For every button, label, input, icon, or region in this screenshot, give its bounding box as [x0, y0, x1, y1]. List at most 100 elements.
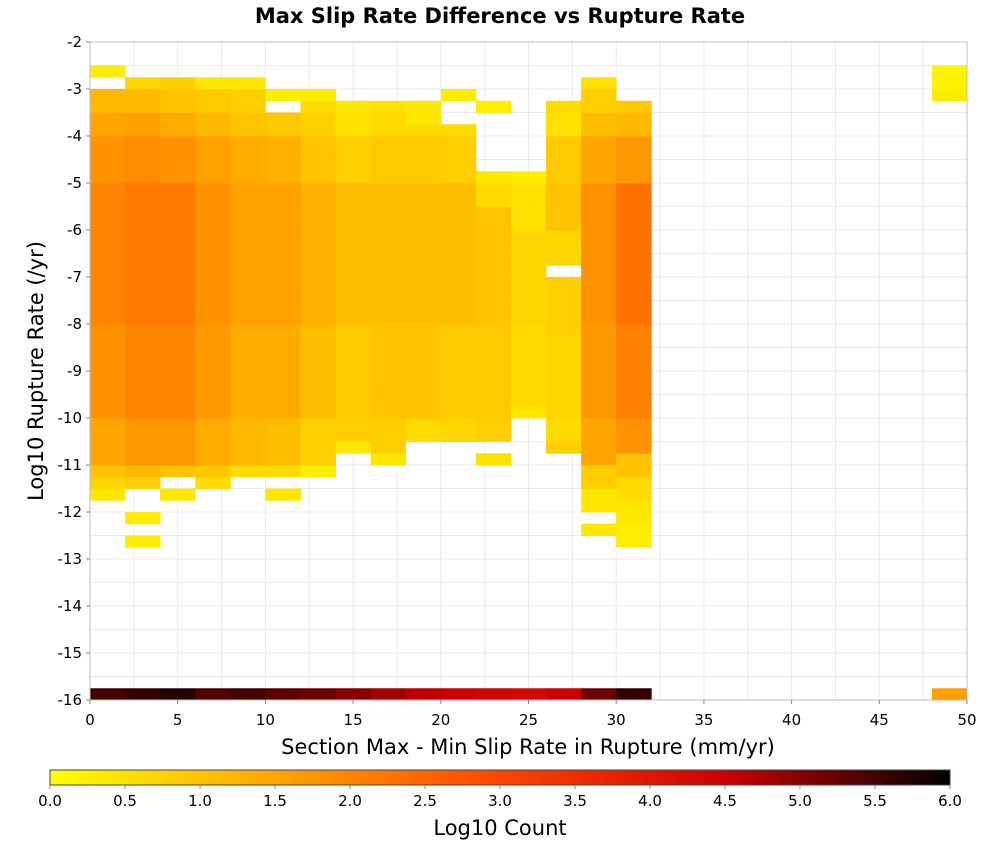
heatmap-cell	[265, 382, 301, 395]
heatmap-cell	[405, 265, 442, 278]
heatmap-cell	[440, 312, 477, 325]
heatmap-cell	[195, 312, 231, 325]
heatmap-cell	[125, 441, 161, 454]
heatmap-cell	[581, 147, 617, 160]
heatmap-cell	[335, 100, 372, 113]
heatmap-cell	[300, 124, 336, 137]
heatmap-cell	[581, 288, 617, 301]
heatmap-cell	[546, 112, 582, 125]
heatmap-cell	[581, 183, 617, 196]
heatmap-cell	[300, 183, 336, 196]
y-axis-label: Log10 Rupture Rate (/yr)	[24, 241, 48, 501]
heatmap-cell	[195, 453, 231, 466]
heatmap-cell	[510, 312, 547, 325]
heatmap-cell	[230, 241, 266, 254]
heatmap-cell	[160, 159, 196, 172]
heatmap-cell	[440, 300, 477, 313]
heatmap-cell	[440, 418, 477, 431]
heatmap-cell	[160, 488, 196, 501]
heatmap-cell	[581, 89, 617, 102]
heatmap-cell	[581, 371, 617, 384]
heatmap-cell	[230, 277, 266, 290]
heatmap-cell	[440, 183, 477, 196]
heatmap-cell	[405, 335, 442, 348]
heatmap-cell	[125, 124, 161, 137]
heatmap-cell	[230, 300, 266, 313]
heatmap-cell	[475, 265, 512, 278]
heatmap-cell	[405, 288, 442, 301]
heatmap-cell	[370, 335, 407, 348]
heatmap-cell	[581, 253, 617, 266]
heatmap-cell	[405, 230, 442, 243]
heatmap-cell	[230, 418, 266, 431]
heatmap-cell	[440, 218, 477, 231]
heatmap-cell	[300, 418, 336, 431]
heatmap-cell	[370, 324, 407, 337]
heatmap-cell	[546, 371, 582, 384]
heatmap-cell	[510, 206, 547, 219]
heatmap-cell	[440, 406, 477, 419]
heatmap-cell	[546, 206, 582, 219]
colorbar-tick-label: 6.0	[938, 792, 962, 810]
heatmap-cell	[581, 124, 617, 137]
heatmap-cell	[370, 429, 407, 442]
heatmap-cell	[265, 159, 301, 172]
heatmap-cell	[475, 382, 512, 395]
heatmap-cell	[440, 171, 477, 184]
heatmap-cell	[475, 100, 512, 113]
heatmap-cell	[195, 418, 231, 431]
heatmap-cell	[160, 194, 196, 207]
heatmap-cell	[475, 335, 512, 348]
heatmap-cell	[195, 406, 231, 419]
heatmap-cell	[300, 335, 336, 348]
heatmap-cell	[300, 371, 336, 384]
heatmap-cell	[581, 488, 617, 501]
heatmap-cell	[546, 429, 582, 442]
heatmap-cell	[195, 253, 231, 266]
heatmap-cell	[616, 147, 652, 160]
heatmap-cell	[370, 441, 407, 454]
heatmap-cell	[581, 523, 617, 536]
heatmap-cell	[931, 688, 968, 701]
heatmap-cell	[440, 136, 477, 149]
heatmap-cell	[510, 347, 547, 360]
x-tick-label: 5	[173, 711, 183, 729]
heatmap-cell	[370, 241, 407, 254]
heatmap-cell	[546, 253, 582, 266]
heatmap-cell	[125, 453, 161, 466]
heatmap-cell	[616, 100, 652, 113]
heatmap-cell	[90, 218, 126, 231]
heatmap-cell	[125, 512, 161, 525]
y-tick-label: -3	[67, 80, 82, 98]
heatmap-cell	[616, 230, 652, 243]
heatmap-cell	[475, 453, 512, 466]
heatmap-cell	[195, 300, 231, 313]
heatmap-cell	[300, 429, 336, 442]
heatmap-cell	[125, 382, 161, 395]
heatmap-cell	[230, 359, 266, 372]
colorbar-tick-label: 5.0	[788, 792, 812, 810]
heatmap-cell	[125, 241, 161, 254]
heatmap-cell	[581, 453, 617, 466]
heatmap-cell	[546, 382, 582, 395]
heatmap-cell	[300, 277, 336, 290]
heatmap-cell	[160, 688, 196, 701]
heatmap-cell	[335, 147, 372, 160]
heatmap-cell	[90, 429, 126, 442]
x-tick-label: 30	[607, 711, 626, 729]
heatmap-cell	[160, 453, 196, 466]
heatmap-cell	[581, 230, 617, 243]
heatmap-cell	[230, 194, 266, 207]
y-tick-label: -11	[58, 456, 83, 474]
heatmap-cell	[440, 335, 477, 348]
heatmap-cell	[195, 171, 231, 184]
heatmap-cell	[300, 288, 336, 301]
heatmap-cell	[90, 688, 126, 701]
heatmap-cell	[335, 288, 372, 301]
heatmap-cell	[230, 112, 266, 125]
heatmap-cell	[581, 171, 617, 184]
heatmap-cell	[405, 171, 442, 184]
heatmap-cell	[125, 465, 161, 478]
heatmap-cell	[265, 406, 301, 419]
heatmap-cell	[300, 359, 336, 372]
